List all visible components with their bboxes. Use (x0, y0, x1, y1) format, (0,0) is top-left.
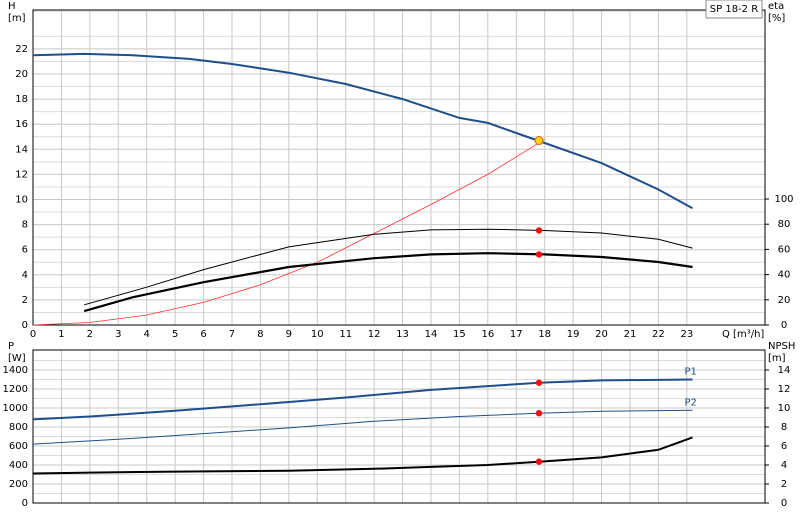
y2-tick-label: 14 (778, 365, 791, 376)
y-tick-label: 20 (15, 69, 28, 80)
x-tick-label: 7 (229, 329, 235, 340)
series-label: P2 (685, 397, 697, 408)
x-tick-label: 0 (30, 329, 36, 340)
y-tick-label: 8 (22, 220, 28, 231)
x-tick-label: 13 (396, 329, 409, 340)
curve (32, 52, 693, 210)
y2-tick-label: 40 (778, 270, 791, 281)
marker (535, 227, 543, 234)
label-box (705, 0, 763, 19)
y-tick-label: 22 (15, 44, 28, 55)
x-tick-label: 18 (538, 329, 551, 340)
y2-tick-label: 0 (781, 320, 787, 331)
y2-tick-label: 20 (778, 295, 791, 306)
x-tick-label: 22 (652, 329, 665, 340)
x-tick-label: 11 (339, 329, 352, 340)
y-tick-label: 14 (15, 144, 28, 155)
x-tick-label: 23 (680, 329, 693, 340)
y2-axis-unit: [m] (768, 353, 786, 364)
x-tick-label: 12 (368, 329, 381, 340)
y-axis-label: P (8, 341, 14, 352)
y-tick-label: 1200 (3, 384, 28, 395)
y2-tick-label: 80 (778, 219, 791, 230)
y-tick-label: 800 (9, 422, 28, 433)
x-axis-label: Q [m³/h] (722, 329, 764, 340)
x-tick-label: 10 (311, 329, 324, 340)
x-tick-label: 4 (144, 329, 150, 340)
y-tick-label: 6 (22, 245, 28, 256)
y2-axis-label: eta (768, 1, 784, 12)
x-tick-label: 6 (200, 329, 206, 340)
y-axis-label: H (8, 1, 16, 12)
x-tick-label: 17 (510, 329, 523, 340)
curve (84, 228, 693, 306)
curve (83, 252, 693, 313)
x-tick-label: 8 (257, 329, 263, 340)
y2-tick-label: 12 (778, 384, 791, 395)
y2-tick-label: 2 (781, 479, 787, 490)
y-tick-label: 0 (22, 320, 28, 331)
marker (535, 409, 543, 417)
y2-tick-label: 6 (781, 441, 787, 452)
y-tick-label: 1000 (3, 403, 28, 414)
x-tick-label: 16 (481, 329, 494, 340)
marker (535, 458, 543, 465)
y-tick-label: 12 (15, 169, 28, 180)
y2-tick-label: 10 (778, 403, 791, 414)
x-tick-label: 19 (567, 329, 580, 340)
plot-frame (32, 349, 766, 504)
x-tick-label: 20 (595, 329, 608, 340)
curve (32, 409, 693, 445)
marker (535, 379, 543, 386)
y-tick-label: 16 (15, 119, 28, 130)
series-label: P1 (685, 366, 697, 377)
curve (32, 138, 545, 326)
y-tick-label: 1400 (3, 365, 28, 376)
y2-tick-label: 100 (774, 194, 793, 205)
y-axis-unit: [m] (8, 13, 26, 24)
y2-axis-unit: [%] (768, 13, 785, 24)
y-tick-label: 400 (9, 460, 28, 471)
x-tick-label: 3 (115, 329, 121, 340)
plot-frame (32, 9, 766, 326)
label-box-text: SP 18-2 R (710, 4, 758, 15)
operating-point (534, 136, 544, 146)
y2-axis-label: NPSH (768, 341, 795, 352)
y2-tick-label: 4 (781, 460, 787, 471)
x-tick-label: 21 (624, 329, 637, 340)
y-tick-label: 2 (22, 295, 28, 306)
y2-tick-label: 60 (778, 244, 791, 255)
y-tick-label: 600 (9, 441, 28, 452)
y-tick-label: 200 (9, 479, 28, 490)
curve (32, 378, 693, 421)
y-tick-label: 18 (15, 94, 28, 105)
y-axis-unit: [W] (8, 353, 26, 364)
y2-tick-label: 8 (781, 422, 787, 433)
x-tick-label: 1 (58, 329, 64, 340)
x-tick-label: 15 (453, 329, 466, 340)
x-tick-label: 14 (425, 329, 438, 340)
y-tick-label: 0 (22, 498, 28, 509)
y-tick-label: 4 (22, 270, 28, 281)
marker (535, 251, 543, 258)
x-tick-label: 9 (286, 329, 292, 340)
curve (32, 436, 693, 475)
x-tick-label: 2 (87, 329, 93, 340)
y-tick-label: 10 (15, 195, 28, 206)
y2-tick-label: 0 (781, 498, 787, 509)
x-tick-label: 5 (172, 329, 178, 340)
